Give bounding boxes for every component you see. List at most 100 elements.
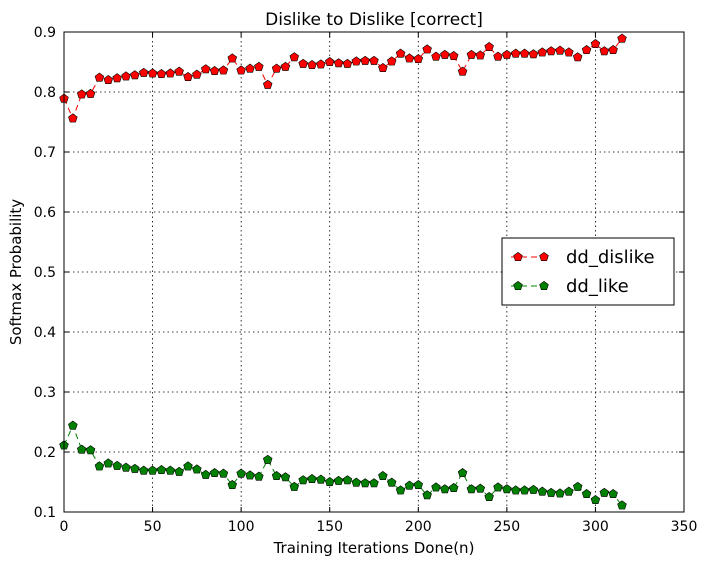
- data-point-dd_like: [271, 471, 282, 481]
- data-point-dd_dislike: [608, 45, 618, 55]
- data-point-dd_dislike: [546, 46, 556, 56]
- y-tick-label: 0.6: [34, 205, 56, 221]
- data-point-dd_dislike: [510, 48, 521, 58]
- data-point-dd_like: [156, 465, 167, 475]
- axis-ticks: 0 50 100 150 200 250 300 350 0.1 0.2 0.3 0.4 0.5 0.6 0…: [34, 25, 698, 535]
- data-point-dd_dislike: [484, 42, 494, 52]
- data-point-dd_dislike: [121, 71, 131, 81]
- data-point-dd_dislike: [413, 54, 424, 64]
- data-point-dd_like: [493, 482, 503, 492]
- y-tick-label: 0.5: [34, 265, 56, 281]
- y-tick-label: 0.8: [34, 85, 56, 101]
- data-point-dd_dislike: [200, 64, 211, 74]
- data-point-dd_like: [546, 487, 556, 497]
- data-point-dd_like: [298, 475, 308, 485]
- data-point-dd_dislike: [519, 48, 530, 58]
- data-point-dd_like: [130, 463, 140, 473]
- data-point-dd_like: [103, 458, 114, 468]
- data-point-dd_like: [378, 471, 388, 481]
- data-point-dd_like: [183, 461, 193, 471]
- data-point-dd_like: [147, 465, 158, 475]
- data-point-dd_dislike: [404, 53, 415, 63]
- data-point-dd_like: [457, 468, 468, 478]
- data-point-dd_like: [369, 478, 379, 488]
- data-point-dd_like: [174, 466, 184, 476]
- x-tick-label: 150: [316, 519, 343, 535]
- data-point-dd_dislike: [227, 53, 238, 63]
- x-tick-label: 0: [60, 519, 69, 535]
- data-point-dd_dislike: [174, 66, 184, 76]
- data-point-dd_like: [475, 483, 486, 493]
- legend-entry-dd_like: dd_like: [511, 276, 629, 297]
- data-point-dd_like: [85, 445, 96, 455]
- data-point-dd_dislike: [617, 33, 627, 43]
- data-point-dd_dislike: [386, 56, 397, 66]
- data-point-dd_dislike: [103, 75, 114, 85]
- data-point-dd_dislike: [422, 44, 432, 54]
- data-point-dd_like: [245, 470, 255, 480]
- data-point-dd_dislike: [599, 46, 610, 56]
- data-point-dd_like: [519, 485, 530, 495]
- data-point-dd_like: [466, 484, 477, 494]
- data-point-dd_like: [254, 471, 264, 481]
- data-point-dd_like: [121, 462, 131, 472]
- data-point-dd_like: [440, 484, 450, 494]
- data-point-dd_dislike: [395, 48, 406, 58]
- y-tick-label: 0.9: [34, 25, 56, 41]
- data-point-dd_dislike: [360, 55, 370, 65]
- y-tick-label: 0.7: [34, 145, 56, 161]
- data-point-dd_dislike: [271, 63, 282, 73]
- data-point-dd_like: [581, 489, 592, 499]
- data-point-dd_dislike: [324, 57, 335, 67]
- data-point-dd_dislike: [448, 51, 459, 61]
- data-point-dd_like: [617, 500, 627, 510]
- data-point-dd_dislike: [351, 56, 362, 66]
- data-point-dd_like: [165, 465, 176, 475]
- y-tick-label: 0.1: [34, 505, 56, 521]
- series-line-dd_dislike: [63, 38, 623, 120]
- data-point-dd_dislike: [307, 60, 317, 70]
- x-tick-label: 200: [405, 519, 432, 535]
- data-point-dd_like: [510, 485, 521, 495]
- data-point-dd_like: [528, 484, 539, 494]
- legend-marker: [539, 281, 549, 291]
- x-tick-label: 300: [582, 519, 609, 535]
- data-point-dd_like: [342, 475, 353, 485]
- data-point-dd_dislike: [298, 58, 308, 68]
- data-point-dd_like: [262, 454, 273, 464]
- data-point-dd_dislike: [85, 88, 96, 98]
- data-point-dd_dislike: [218, 65, 229, 75]
- data-point-dd_like: [218, 468, 229, 478]
- data-point-dd_dislike: [245, 63, 255, 73]
- y-tick-label: 0.2: [34, 445, 56, 461]
- data-point-dd_like: [395, 485, 406, 495]
- data-point-dd_dislike: [94, 72, 105, 82]
- legend-label: dd_like: [566, 276, 629, 297]
- y-tick-label: 0.3: [34, 385, 56, 401]
- data-point-dd_like: [192, 464, 202, 474]
- data-point-dd_dislike: [209, 66, 220, 76]
- data-point-dd_dislike: [147, 68, 158, 78]
- y-axis-label: Softmax Probability: [7, 199, 25, 345]
- data-point-dd_dislike: [192, 69, 202, 79]
- data-point-dd_dislike: [289, 52, 300, 62]
- data-point-dd_dislike: [316, 59, 326, 69]
- data-point-dd_dislike: [475, 50, 486, 60]
- data-point-dd_like: [333, 475, 344, 485]
- series-dd_dislike: [59, 33, 627, 123]
- data-point-dd_dislike: [581, 45, 592, 55]
- data-point-dd_like: [209, 468, 220, 478]
- data-point-dd_like: [590, 495, 601, 505]
- x-axis-label: Training Iterations Done(n): [273, 539, 475, 557]
- data-point-dd_like: [555, 488, 565, 498]
- data-point-dd_dislike: [156, 69, 167, 79]
- data-point-dd_like: [599, 487, 610, 497]
- data-point-dd_like: [537, 486, 548, 496]
- data-point-dd_dislike: [130, 70, 140, 80]
- data-point-dd_dislike: [431, 51, 441, 61]
- legend: dd_dislike dd_like: [501, 237, 675, 306]
- data-point-dd_dislike: [466, 49, 477, 59]
- data-point-dd_like: [236, 468, 246, 478]
- y-tick-label: 0.4: [34, 325, 56, 341]
